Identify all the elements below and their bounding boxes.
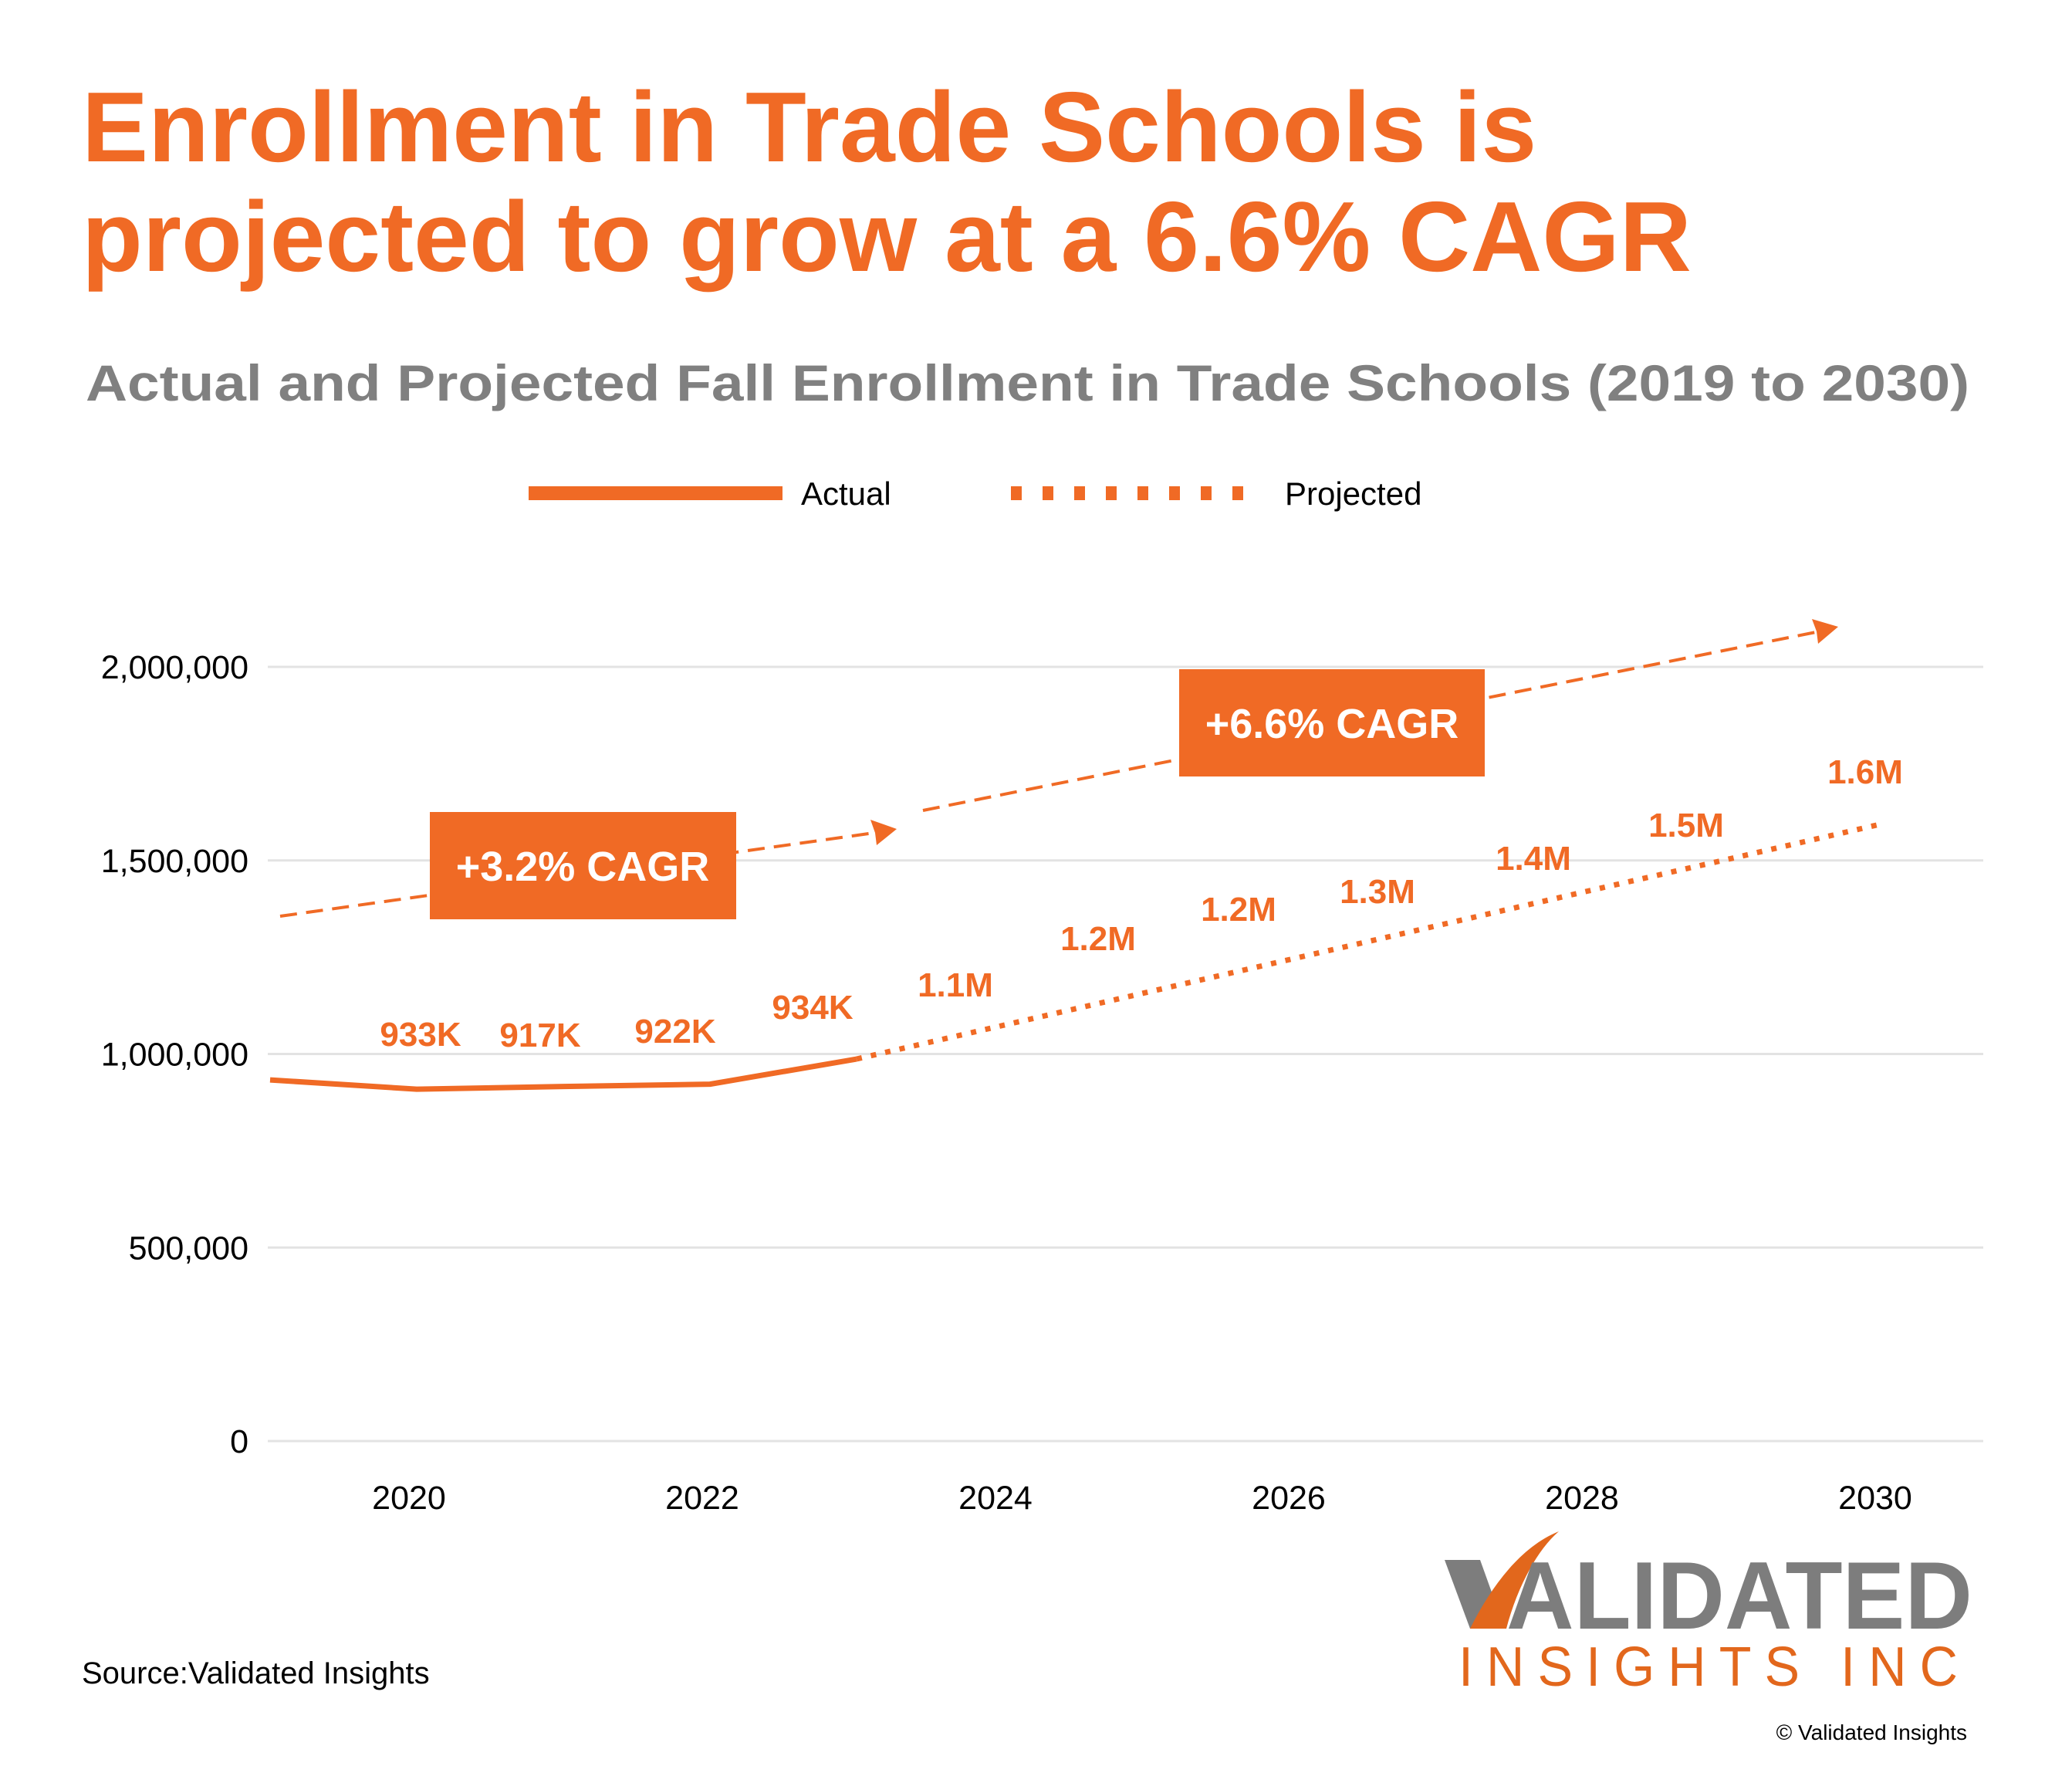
data-label: 1.1M	[918, 966, 993, 1004]
x-tick-label: 2020	[372, 1480, 446, 1517]
y-tick-label: 1,500,000	[101, 843, 248, 880]
cagr-box-2	[1179, 669, 1485, 776]
series	[269, 820, 1884, 1092]
cagr-label-1: +3.2% CAGR	[456, 844, 710, 890]
x-axis: 2020 2022 2024 2026 2028 2030	[372, 1480, 1912, 1517]
x-tick-label: 2028	[1545, 1480, 1619, 1517]
cagr-annotation-1: +3.2% CAGR	[279, 812, 897, 919]
cagr-box-1	[430, 812, 736, 919]
data-label: 1.5M	[1648, 807, 1724, 844]
x-tick-label: 2024	[958, 1480, 1033, 1517]
x-tick-label: 2030	[1838, 1480, 1912, 1517]
data-label: 1.3M	[1340, 873, 1415, 911]
projected-series-line	[856, 820, 1884, 1062]
data-label: 933K	[380, 1016, 461, 1054]
data-label: 1.6M	[1827, 753, 1903, 791]
y-tick-label: 500,000	[129, 1230, 248, 1267]
data-label: 1.4M	[1496, 840, 1571, 878]
data-label: 934K	[772, 989, 853, 1027]
data-labels: 933K 917K 922K 934K 1.1M 1.2M 1.2M 1.3M 1.4M 1.5M…	[380, 753, 1903, 1054]
logo-wordmark: ALIDATED	[1506, 1543, 1972, 1649]
data-label: 917K	[499, 1017, 580, 1054]
copyright-note: © Validated Insights	[1776, 1720, 1967, 1744]
x-tick-label: 2022	[665, 1480, 739, 1517]
cagr-annotation-2: +6.6% CAGR	[922, 619, 1838, 812]
title-line-1: Enrollment in Trade Schools is	[82, 72, 1536, 183]
chart-subtitle: Actual and Projected Fall Enrollment in …	[86, 354, 1969, 411]
data-label: 1.2M	[1201, 891, 1276, 929]
legend-actual-label: Actual	[801, 475, 891, 512]
logo-swoosh-icon	[1470, 1531, 1559, 1629]
y-tick-label: 2,000,000	[101, 649, 248, 686]
company-logo: ALIDATED INSIGHTS INC	[1445, 1531, 1972, 1698]
y-axis: 0 500,000 1,000,000 1,500,000 2,000,000	[101, 649, 248, 1460]
y-tick-label: 1,000,000	[101, 1037, 248, 1074]
logo-tagline: INSIGHTS INC	[1459, 1636, 1971, 1698]
data-label: 922K	[634, 1013, 715, 1051]
source-note: Source:Validated Insights	[82, 1656, 430, 1690]
cagr-label-2: +6.6% CAGR	[1205, 701, 1459, 747]
legend-projected-label: Projected	[1285, 475, 1421, 512]
arrow-head-2-icon	[1812, 619, 1838, 644]
actual-series-line	[269, 1056, 857, 1092]
legend: Actual Projected	[529, 475, 1421, 512]
x-tick-label: 2026	[1252, 1480, 1326, 1517]
title-line-2: projected to grow at a 6.6% CAGR	[82, 181, 1692, 293]
arrow-head-1-icon	[870, 820, 897, 845]
y-tick-label: 0	[230, 1423, 248, 1460]
data-label: 1.2M	[1060, 920, 1136, 958]
